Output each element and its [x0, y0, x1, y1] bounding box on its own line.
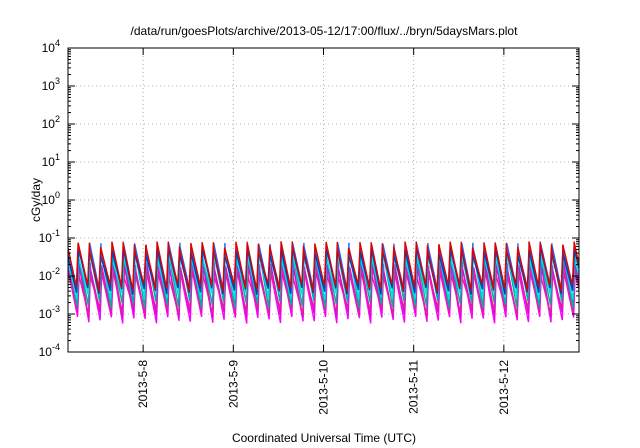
x-tick-label: 2013-5-8 [136, 360, 150, 408]
y-axis: 10-4 10-3 10-2 10-1 100 101 102 103 104 [39, 38, 579, 359]
y-tick-label: 101 [42, 152, 60, 169]
x-tick-label: 2013-5-9 [226, 360, 240, 408]
chart-title: /data/run/goesPlots/archive/2013-05-12/1… [131, 24, 519, 38]
series-group [68, 241, 579, 324]
series-line [68, 269, 579, 315]
y-tick-label: 10-1 [39, 228, 60, 245]
series-line [68, 241, 579, 292]
y-tick-label: 10-2 [39, 266, 60, 283]
y-tick-label: 10-3 [39, 304, 60, 321]
x-tick-label: 2013-5-12 [497, 360, 511, 415]
y-tick-label: 10-4 [39, 342, 60, 359]
y-tick-label: 103 [42, 76, 60, 93]
y-tick-label: 102 [42, 114, 60, 131]
x-axis: 2013-5-8 2013-5-9 2013-5-10 2013-5-11 2013-5… [136, 48, 511, 415]
x-tick-label: 2013-5-11 [407, 360, 421, 414]
y-axis-label: cGy/day [29, 178, 43, 222]
grid [68, 48, 579, 352]
y-tick-label: 100 [42, 190, 60, 207]
x-tick-label: 2013-5-10 [317, 360, 331, 415]
x-axis-label: Coordinated Universal Time (UTC) [232, 431, 416, 445]
y-tick-label: 104 [42, 38, 60, 55]
